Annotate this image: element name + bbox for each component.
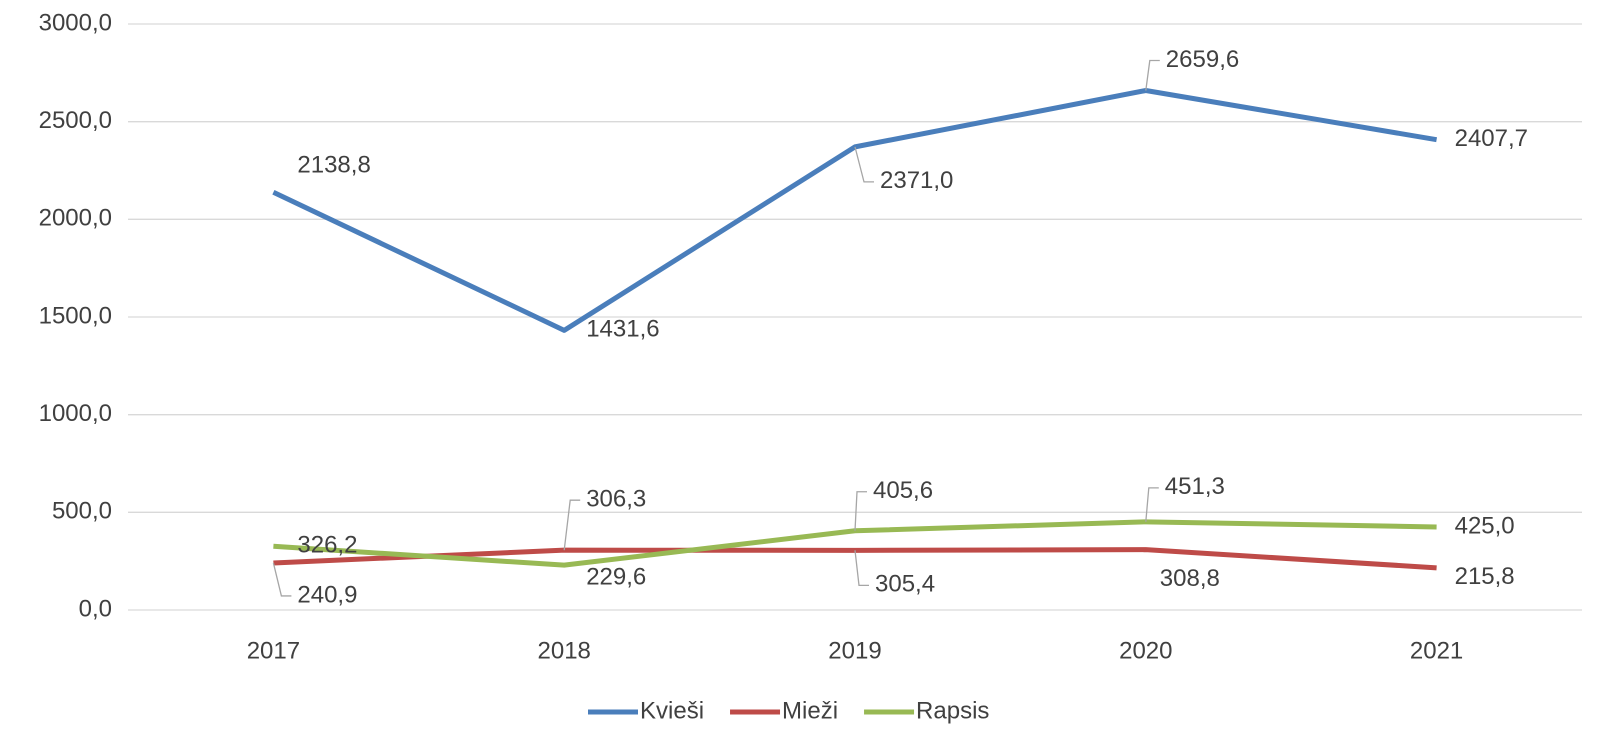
data-label: 1431,6 xyxy=(586,316,659,343)
data-label: 305,4 xyxy=(875,571,935,598)
data-label: 215,8 xyxy=(1455,563,1515,590)
data-label: 2659,6 xyxy=(1166,46,1239,73)
legend-label: Kvieši xyxy=(640,697,704,724)
leader-line xyxy=(854,146,874,183)
leader-line xyxy=(854,550,869,586)
x-tick-label: 2017 xyxy=(247,637,300,664)
y-tick-label: 0,0 xyxy=(79,595,112,622)
leader-line xyxy=(272,562,292,597)
leader-line xyxy=(854,491,867,531)
y-tick-label: 1000,0 xyxy=(39,400,112,427)
leader-line xyxy=(1145,487,1159,522)
x-tick-label: 2020 xyxy=(1119,637,1172,664)
legend-label: Rapsis xyxy=(916,697,989,724)
data-label: 2371,0 xyxy=(880,167,953,194)
y-tick-label: 500,0 xyxy=(52,498,112,525)
data-label: 425,0 xyxy=(1455,512,1515,539)
data-label: 308,8 xyxy=(1160,565,1220,592)
data-label: 326,2 xyxy=(297,532,357,559)
y-tick-label: 2000,0 xyxy=(39,205,112,232)
data-label: 240,9 xyxy=(297,581,357,608)
leader-line xyxy=(563,499,581,551)
leader-line xyxy=(1145,59,1160,91)
series-line xyxy=(272,87,1438,333)
x-tick-label: 2021 xyxy=(1410,637,1463,664)
data-label: 2138,8 xyxy=(297,152,370,179)
legend-label: Mieži xyxy=(782,697,838,724)
y-tick-label: 2500,0 xyxy=(39,107,112,134)
x-tick-label: 2018 xyxy=(538,637,591,664)
data-label: 405,6 xyxy=(873,477,933,504)
x-tick-label: 2019 xyxy=(828,637,881,664)
y-tick-label: 1500,0 xyxy=(39,302,112,329)
data-label: 306,3 xyxy=(586,486,646,513)
data-label: 451,3 xyxy=(1165,473,1225,500)
data-label: 229,6 xyxy=(586,563,646,590)
data-label: 2407,7 xyxy=(1455,125,1528,152)
y-tick-label: 3000,0 xyxy=(39,9,112,36)
